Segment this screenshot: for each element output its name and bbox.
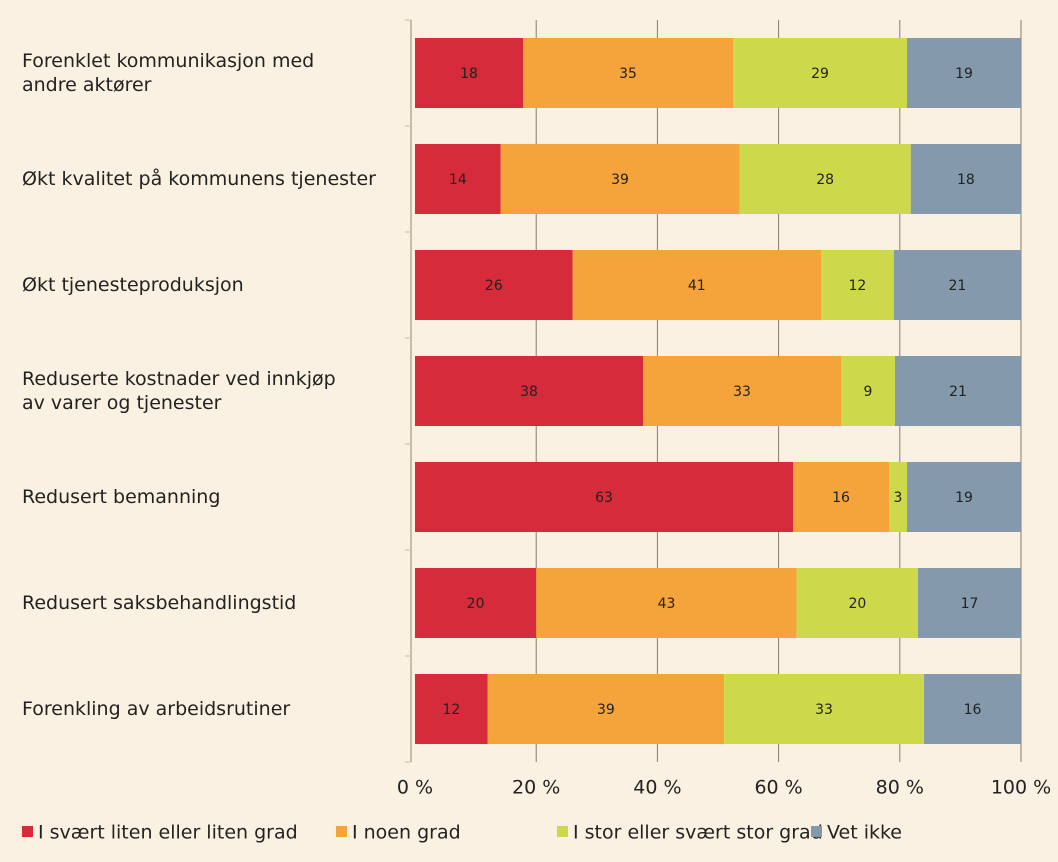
- x-tick-label: 40 %: [633, 777, 681, 799]
- data-label: 14: [449, 172, 467, 188]
- bar-segment: [917, 568, 1021, 638]
- bar-segment: [907, 38, 1021, 108]
- data-label: 41: [688, 278, 706, 294]
- bar-segment: [893, 250, 1021, 320]
- data-label: 18: [460, 66, 478, 82]
- bar-segment: [724, 674, 925, 744]
- data-label: 19: [955, 66, 973, 82]
- category-label: Redusert saksbehandlingstid: [22, 592, 297, 614]
- category-label: Redusert bemanning: [22, 486, 221, 508]
- bar-segment: [487, 674, 725, 744]
- bar-segment: [793, 462, 889, 532]
- data-label: 43: [658, 596, 676, 612]
- data-label: 18: [957, 172, 975, 188]
- data-label: 39: [597, 702, 615, 718]
- legend-swatch: [557, 826, 568, 837]
- legend-swatch: [22, 826, 33, 837]
- data-label: 3: [894, 490, 903, 506]
- data-label: 16: [964, 702, 982, 718]
- category-label: Økt kvalitet på kommunens tjenester: [22, 168, 376, 190]
- bar-segment: [643, 356, 841, 426]
- x-tick-label: 80 %: [876, 777, 924, 799]
- data-label: 20: [848, 596, 866, 612]
- category-label: Økt tjenesteproduksjon: [22, 274, 244, 296]
- data-label: 28: [816, 172, 834, 188]
- bar-segment: [907, 462, 1021, 532]
- legend-label: Vet ikke: [827, 822, 902, 844]
- data-label: 39: [611, 172, 629, 188]
- data-label: 21: [949, 384, 967, 400]
- bar-segment: [523, 38, 733, 108]
- x-tick-label: 0 %: [397, 777, 433, 799]
- x-tick-label: 100 %: [991, 777, 1051, 799]
- data-label: 16: [832, 490, 850, 506]
- data-label: 33: [815, 702, 833, 718]
- data-label: 12: [848, 278, 866, 294]
- data-label: 9: [864, 384, 873, 400]
- bar-segment: [415, 568, 537, 638]
- bar-segment: [733, 38, 907, 108]
- data-label: 33: [733, 384, 751, 400]
- bar-segment: [415, 38, 523, 108]
- data-label: 63: [595, 490, 613, 506]
- data-label: 12: [442, 702, 460, 718]
- bar-segment: [415, 250, 573, 320]
- data-label: 38: [520, 384, 538, 400]
- legend-label: I noen grad: [352, 822, 461, 844]
- data-label: 35: [619, 66, 637, 82]
- x-tick-label: 60 %: [754, 777, 802, 799]
- bar-segment: [415, 462, 793, 532]
- legend-swatch: [336, 826, 347, 837]
- category-label: Reduserte kostnader ved innkjøp av varer…: [22, 368, 336, 414]
- category-label: Forenkling av arbeidsrutiner: [22, 698, 291, 720]
- bar-segment: [415, 144, 501, 214]
- bar-segment: [739, 144, 911, 214]
- legend-label: I stor eller svært stor grad: [573, 822, 823, 844]
- legend-label: I svært liten eller liten grad: [38, 822, 298, 844]
- bar-segment: [536, 568, 797, 638]
- data-label: 21: [948, 278, 966, 294]
- bar-segment: [415, 356, 643, 426]
- bar-segment: [572, 250, 822, 320]
- legend-swatch: [811, 826, 822, 837]
- bar-segment: [924, 674, 1021, 744]
- data-label: 20: [467, 596, 485, 612]
- category-label: Forenklet kommunikasjon med andre aktøre…: [22, 50, 315, 96]
- bar-segment: [889, 462, 907, 532]
- data-label: 17: [961, 596, 979, 612]
- x-tick-label: 20 %: [512, 777, 560, 799]
- bar-segment: [821, 250, 894, 320]
- data-label: 26: [485, 278, 503, 294]
- bar-segment: [796, 568, 918, 638]
- bar-segment: [910, 144, 1021, 214]
- bar-segment: [841, 356, 895, 426]
- bar-segment: [895, 356, 1021, 426]
- bar-segment: [500, 144, 740, 214]
- bar-segment: [415, 674, 488, 744]
- data-label: 29: [811, 66, 829, 82]
- data-label: 19: [955, 490, 973, 506]
